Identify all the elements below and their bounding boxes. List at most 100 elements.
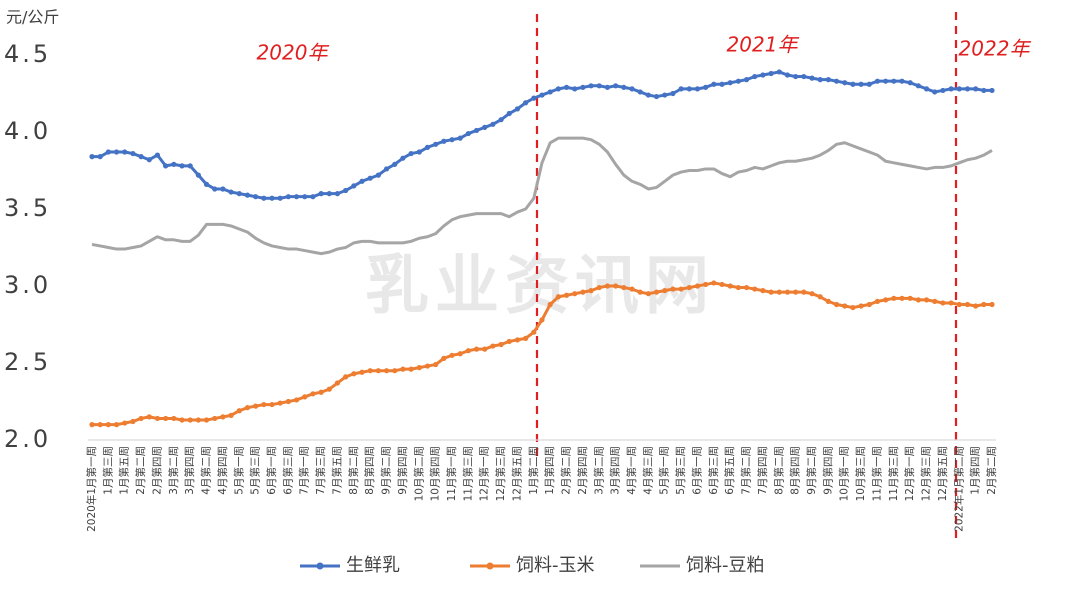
data-point (392, 161, 398, 167)
data-point (678, 86, 684, 92)
data-point (465, 348, 471, 354)
data-point (424, 144, 431, 150)
data-point (948, 86, 954, 92)
data-point (261, 401, 267, 408)
data-point (555, 86, 561, 92)
data-point (375, 172, 381, 178)
data-point (956, 301, 962, 308)
data-point (154, 152, 161, 158)
data-point (662, 288, 668, 294)
x-tick-label: 7月第二周 (740, 446, 753, 495)
data-point (441, 355, 447, 361)
data-point (596, 284, 602, 291)
data-point (907, 80, 913, 86)
data-point (318, 389, 324, 395)
data-point (563, 292, 570, 298)
data-point (212, 186, 218, 192)
annotation: 2022年 (959, 37, 1032, 61)
x-tick-label: 3月第二周 (167, 446, 180, 495)
data-point (711, 81, 717, 87)
data-point (383, 368, 390, 374)
data-point (752, 73, 758, 80)
data-point (629, 86, 635, 92)
x-tick-label: 5月第一周 (658, 446, 671, 495)
data-point (981, 301, 987, 308)
x-tick-label: 7月第一周 (298, 446, 311, 495)
x-tick-label: 12月第三周 (494, 446, 507, 501)
legend-marker (486, 562, 494, 570)
data-point (293, 194, 300, 200)
x-tick-label: 7月第五周 (330, 446, 343, 495)
data-point (547, 89, 553, 95)
y-tick-label: 3.5 (4, 194, 51, 222)
data-point (883, 78, 889, 84)
series-line (91, 136, 993, 256)
data-point (678, 286, 684, 292)
watermark: 乳业资讯网 (365, 250, 715, 324)
data-point (113, 422, 120, 428)
data-point (842, 80, 848, 86)
data-point (940, 87, 946, 94)
data-point (580, 289, 586, 295)
x-tick-label: 11月第三周 (887, 446, 900, 501)
legend-label: 饲料-玉米 (516, 555, 595, 576)
x-tick-label: 3月第二周 (592, 446, 605, 495)
data-point (490, 343, 496, 349)
data-point (318, 191, 324, 197)
data-point (449, 137, 455, 143)
data-point (784, 72, 791, 78)
y-tick-label: 2.5 (4, 348, 51, 376)
data-point (531, 95, 537, 101)
data-point (932, 89, 938, 95)
data-point (572, 291, 578, 297)
data-point (351, 183, 357, 189)
data-point (506, 110, 512, 117)
data-point (514, 106, 521, 112)
x-tick-label: 12月第一周 (478, 446, 491, 501)
data-point (694, 283, 701, 289)
x-tick-label: 12月第五周 (510, 446, 523, 501)
data-point (269, 195, 275, 201)
data-point (653, 289, 660, 295)
data-point (760, 72, 766, 78)
data-point (228, 189, 234, 195)
data-point (359, 178, 365, 184)
data-point (776, 69, 782, 75)
data-point (449, 352, 455, 358)
data-point (956, 86, 962, 92)
data-point (539, 317, 545, 323)
data-point (711, 280, 717, 286)
data-point (326, 386, 332, 392)
x-tick-label: 4月第三周 (641, 446, 654, 495)
data-point (236, 191, 242, 197)
data-point (310, 391, 316, 397)
data-point (604, 84, 611, 90)
y-tick-label: 4.0 (4, 117, 51, 145)
data-point (989, 87, 995, 94)
y-tick-label: 4.5 (4, 40, 51, 68)
data-point (572, 86, 578, 92)
data-point (408, 150, 414, 157)
data-point (735, 78, 741, 84)
x-tick-label: 8月第二周 (347, 446, 360, 495)
data-point (907, 295, 913, 301)
x-tick-label: 4月第一周 (625, 446, 638, 495)
x-tick-label: 3月第四周 (609, 446, 622, 495)
data-point (343, 187, 349, 194)
data-point (703, 281, 709, 288)
data-point (874, 78, 881, 84)
data-point (498, 117, 504, 123)
data-point (793, 289, 799, 295)
x-tick-label: 8月第四周 (789, 446, 802, 495)
legend-label: 生鲜乳 (346, 555, 400, 576)
data-point (203, 417, 210, 423)
data-point (310, 194, 316, 200)
data-point (621, 84, 627, 90)
data-point (842, 303, 848, 309)
data-point (171, 415, 177, 422)
data-point (220, 186, 226, 192)
x-tick-label: 2月第二周 (134, 446, 147, 495)
data-point (89, 154, 95, 160)
x-tick-label: 8月第二周 (772, 446, 785, 495)
data-point (694, 86, 701, 92)
